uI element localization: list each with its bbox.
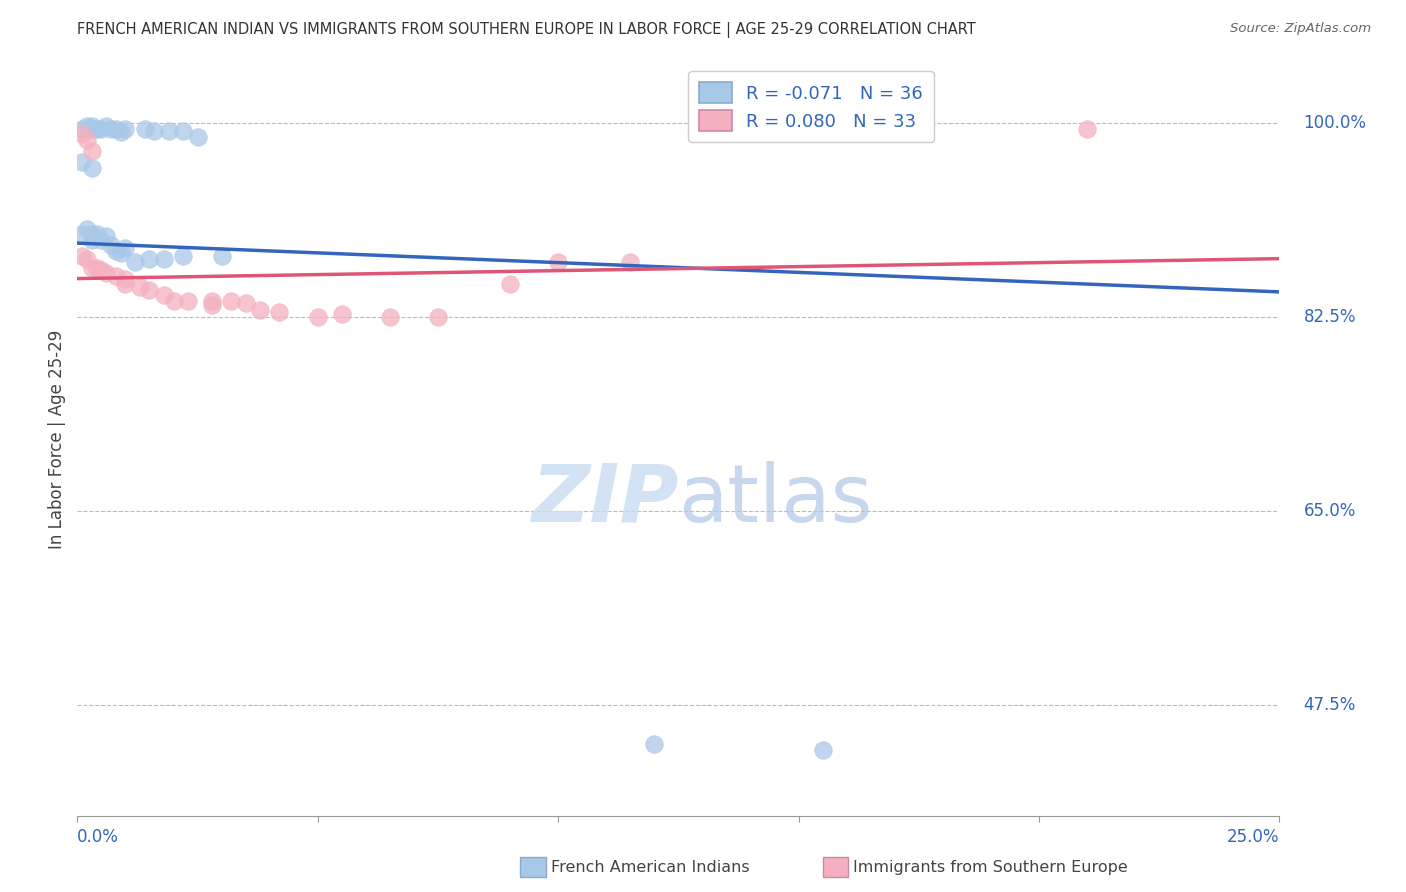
Point bbox=[124, 255, 146, 269]
Point bbox=[100, 122, 122, 136]
Point bbox=[201, 293, 224, 308]
Point bbox=[76, 119, 98, 133]
Point bbox=[378, 310, 401, 325]
Point bbox=[76, 221, 98, 235]
Point bbox=[90, 122, 112, 136]
Text: 82.5%: 82.5% bbox=[1303, 309, 1355, 326]
Point bbox=[80, 227, 103, 242]
Point bbox=[138, 252, 160, 266]
Point bbox=[128, 280, 150, 294]
Point bbox=[153, 288, 176, 302]
Point bbox=[138, 283, 160, 297]
Point bbox=[177, 293, 200, 308]
Y-axis label: In Labor Force | Age 25-29: In Labor Force | Age 25-29 bbox=[48, 330, 66, 549]
Point bbox=[80, 122, 103, 136]
Point bbox=[143, 124, 166, 138]
Point bbox=[172, 124, 194, 138]
Text: atlas: atlas bbox=[679, 460, 873, 539]
Text: 65.0%: 65.0% bbox=[1303, 502, 1355, 520]
Point bbox=[80, 260, 103, 275]
Point bbox=[76, 133, 98, 147]
Point bbox=[86, 260, 108, 275]
Point bbox=[80, 119, 103, 133]
Point bbox=[86, 227, 108, 242]
Point bbox=[787, 122, 810, 136]
Point bbox=[100, 238, 122, 252]
Point bbox=[90, 233, 112, 247]
Point bbox=[211, 249, 233, 263]
Text: 100.0%: 100.0% bbox=[1303, 114, 1367, 132]
Point bbox=[90, 262, 112, 277]
Text: Source: ZipAtlas.com: Source: ZipAtlas.com bbox=[1230, 22, 1371, 36]
Point bbox=[96, 119, 118, 133]
Point bbox=[104, 244, 127, 258]
Text: FRENCH AMERICAN INDIAN VS IMMIGRANTS FROM SOUTHERN EUROPE IN LABOR FORCE | AGE 2: FRENCH AMERICAN INDIAN VS IMMIGRANTS FRO… bbox=[77, 22, 976, 38]
Point bbox=[80, 144, 103, 158]
Point bbox=[114, 122, 136, 136]
Point bbox=[186, 129, 209, 144]
Text: ZIP: ZIP bbox=[531, 460, 679, 539]
Text: Immigrants from Southern Europe: Immigrants from Southern Europe bbox=[853, 860, 1128, 874]
Point bbox=[80, 233, 103, 247]
Point bbox=[114, 277, 136, 292]
Text: 25.0%: 25.0% bbox=[1227, 828, 1279, 846]
Point bbox=[70, 249, 93, 263]
Point bbox=[269, 305, 291, 319]
Point bbox=[70, 122, 93, 136]
Point bbox=[104, 122, 127, 136]
Point bbox=[96, 229, 118, 244]
Point bbox=[908, 122, 931, 136]
Point bbox=[219, 293, 242, 308]
Point bbox=[80, 161, 103, 175]
Point bbox=[619, 255, 641, 269]
Point bbox=[157, 124, 180, 138]
Point bbox=[499, 277, 522, 292]
Point bbox=[427, 310, 450, 325]
Text: 47.5%: 47.5% bbox=[1303, 697, 1355, 714]
Point bbox=[70, 128, 93, 142]
Point bbox=[201, 298, 224, 312]
Point bbox=[249, 302, 271, 317]
Legend: R = -0.071   N = 36, R = 0.080   N = 33: R = -0.071 N = 36, R = 0.080 N = 33 bbox=[689, 71, 934, 142]
Point bbox=[76, 252, 98, 266]
Point bbox=[86, 122, 108, 136]
Point bbox=[643, 737, 665, 751]
Point bbox=[70, 155, 93, 169]
Point bbox=[96, 266, 118, 280]
Point bbox=[172, 249, 194, 263]
Text: 0.0%: 0.0% bbox=[77, 828, 120, 846]
Point bbox=[547, 255, 569, 269]
Point bbox=[110, 125, 132, 139]
Point bbox=[235, 296, 257, 310]
Text: French American Indians: French American Indians bbox=[551, 860, 749, 874]
Point bbox=[162, 293, 184, 308]
Point bbox=[104, 269, 127, 284]
Point bbox=[70, 227, 93, 242]
Point bbox=[114, 241, 136, 255]
Point bbox=[811, 742, 834, 756]
Point bbox=[307, 310, 329, 325]
Point bbox=[153, 252, 176, 266]
Point bbox=[114, 271, 136, 285]
Point bbox=[1076, 122, 1098, 136]
Point bbox=[330, 307, 353, 321]
Point bbox=[110, 246, 132, 260]
Point bbox=[134, 122, 156, 136]
